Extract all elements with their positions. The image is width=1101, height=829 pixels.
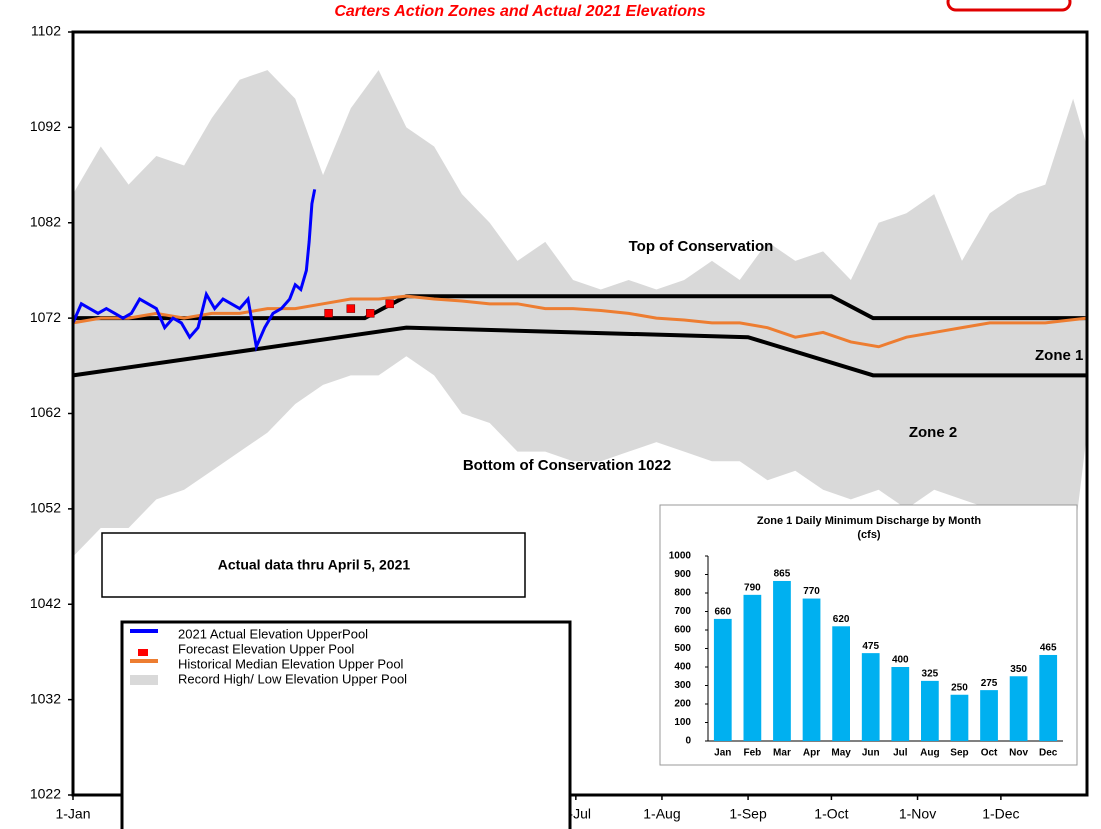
inset-x-tick-label: Nov [1009, 748, 1028, 759]
y-tick-label: 1082 [30, 213, 61, 229]
inset-x-tick-label: Apr [803, 748, 820, 759]
legend-swatch [130, 675, 158, 685]
inset-subtitle: (cfs) [857, 529, 881, 541]
inset-x-tick-label: May [831, 748, 851, 759]
inset-x-tick-label: Jun [862, 748, 880, 759]
bar [891, 667, 910, 741]
x-tick-label: 1-Jan [55, 806, 90, 822]
forecast-marker [324, 309, 333, 318]
y-tick-label: 1092 [30, 118, 61, 134]
zone-line [73, 294, 1087, 321]
bar [743, 594, 762, 741]
inset-x-tick-label: Oct [981, 748, 998, 759]
bar-value-label: 400 [892, 655, 909, 666]
inset-y-tick-label: 0 [685, 736, 691, 747]
inset-y-tick-label: 300 [674, 680, 691, 691]
inset-x-tick-label: Jul [893, 748, 908, 759]
inset-y-tick-label: 800 [674, 588, 691, 599]
x-tick-label: 1-Oct [814, 806, 848, 822]
inset-x-tick-label: Dec [1039, 748, 1058, 759]
logo-fragment [946, 0, 1072, 12]
x-tick-label: 1-Sep [729, 806, 767, 822]
inset-y-tick-label: 400 [674, 662, 691, 673]
y-tick-label: 1022 [30, 786, 61, 802]
y-tick-label: 1072 [30, 309, 61, 325]
annotation: Zone 2 [909, 424, 957, 441]
note-text: Actual data thru April 5, 2021 [218, 557, 411, 573]
bar-value-label: 660 [714, 607, 731, 618]
annotation: Top of Conservation [629, 238, 774, 255]
bar-value-label: 620 [833, 614, 850, 625]
record-band [73, 70, 1087, 557]
bar-value-label: 325 [922, 669, 939, 680]
bar-value-label: 475 [862, 641, 879, 652]
bar-value-label: 865 [774, 569, 791, 580]
x-tick-label: 1-Aug [643, 806, 680, 822]
x-tick-label: 1-Nov [899, 806, 936, 822]
bar [980, 690, 998, 741]
bar-value-label: 250 [951, 682, 968, 693]
chart-title: Carters Action Zones and Actual 2021 Ele… [334, 3, 705, 20]
y-tick-label: 1062 [30, 404, 61, 420]
legend-swatch [138, 649, 148, 656]
bar-value-label: 790 [744, 582, 761, 593]
bar [713, 618, 732, 741]
y-tick-label: 1042 [30, 595, 61, 611]
inset-x-tick-label: Jan [714, 748, 731, 759]
legend-label: Forecast Elevation Upper Pool [178, 641, 354, 656]
y-tick-label: 1102 [31, 23, 61, 39]
annotation: Zone 1 [1035, 347, 1083, 364]
series-line [71, 189, 317, 352]
series-line [72, 294, 1088, 349]
legend-box [120, 620, 572, 829]
legend-label: Historical Median Elevation Upper Pool [178, 656, 404, 671]
inset-y-tick-label: 1000 [669, 551, 692, 562]
inset-y-tick-label: 700 [674, 606, 691, 617]
inset-x-tick-label: Aug [920, 748, 939, 759]
bar-value-label: 275 [981, 678, 998, 689]
bar-value-label: 350 [1010, 664, 1027, 675]
forecast-marker [385, 299, 394, 309]
legend-label: 2021 Actual Elevation UpperPool [178, 626, 368, 641]
inset-x-tick-label: Feb [743, 748, 761, 759]
bar [802, 598, 821, 741]
inset-x-tick-label: Sep [950, 748, 968, 759]
forecast-marker [346, 304, 356, 313]
x-tick-label: 1-Dec [982, 806, 1019, 822]
bar [1009, 676, 1028, 741]
bar [832, 626, 850, 741]
bar-value-label: 770 [803, 586, 820, 597]
inset-y-tick-label: 900 [674, 569, 691, 580]
inset-y-tick-label: 600 [674, 625, 691, 636]
bar [861, 653, 880, 741]
inset-x-tick-label: Mar [773, 748, 791, 759]
inset-y-tick-label: 200 [674, 699, 691, 710]
note-box [101, 532, 526, 598]
bar [773, 580, 791, 741]
legend-label: Record High/ Low Elevation Upper Pool [178, 671, 407, 686]
inset-y-tick-label: 500 [674, 643, 691, 654]
forecast-marker [366, 309, 375, 318]
y-tick-label: 1052 [30, 500, 61, 516]
zone-line [72, 325, 1087, 378]
y-tick-label: 1032 [30, 690, 61, 706]
inset-y-tick-label: 100 [674, 717, 691, 728]
bar-value-label: 465 [1040, 643, 1057, 654]
bar [921, 680, 939, 741]
inset-title: Zone 1 Daily Minimum Discharge by Month [757, 515, 982, 527]
bar [950, 694, 969, 741]
bar [1039, 654, 1058, 741]
annotation: Bottom of Conservation 1022 [463, 457, 671, 474]
